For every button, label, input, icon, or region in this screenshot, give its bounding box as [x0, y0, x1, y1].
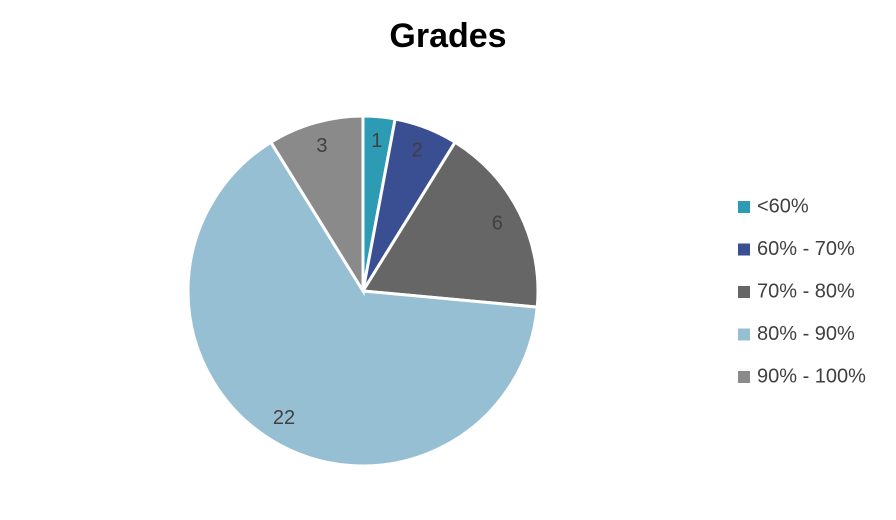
legend-swatch — [738, 328, 750, 341]
legend-label: <60% — [757, 195, 809, 217]
pie-slice — [268, 114, 365, 297]
data-label: 3 — [316, 135, 327, 157]
legend-swatch — [738, 243, 750, 256]
legend-label: 60% - 70% — [757, 238, 855, 260]
data-label: 2 — [412, 139, 423, 161]
data-label: 1 — [371, 130, 382, 152]
data-label: 22 — [273, 407, 295, 429]
pie-slice — [360, 140, 540, 309]
data-label: 6 — [492, 212, 503, 234]
legend-swatch — [738, 201, 750, 213]
chart-title: Grades — [389, 17, 506, 55]
legend-swatch — [738, 286, 750, 298]
legend-label: 70% - 80% — [757, 280, 855, 302]
legend-label: 90% - 100% — [757, 365, 866, 387]
legend-label: 80% - 90% — [757, 323, 855, 345]
pie-slice — [186, 140, 539, 468]
legend-swatch — [738, 371, 750, 383]
